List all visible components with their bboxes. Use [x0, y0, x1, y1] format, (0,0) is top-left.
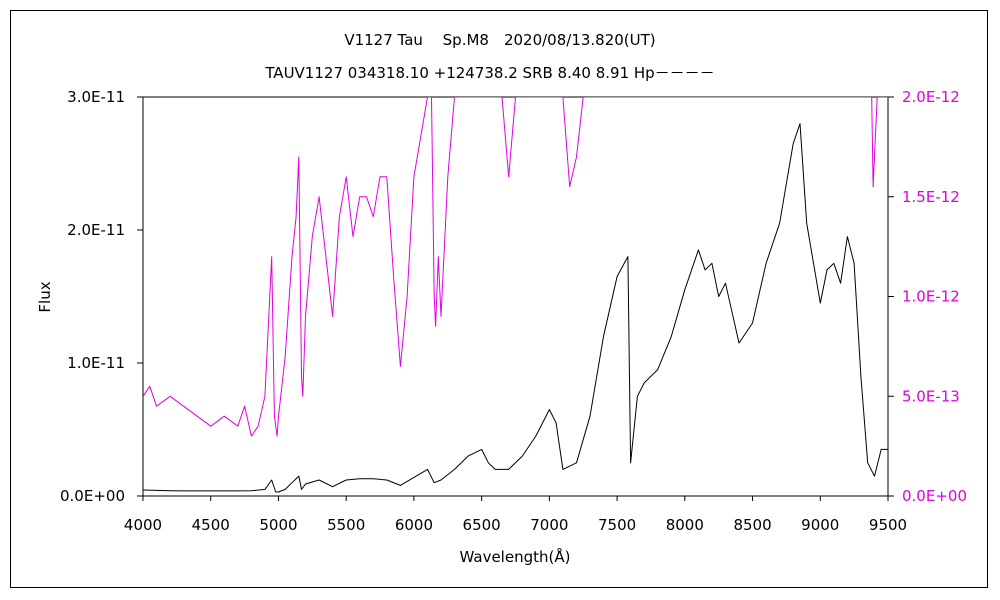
x-tick-label: 8500 [733, 516, 771, 534]
chart-frame [10, 10, 988, 588]
y-right-tick-label: 1.5E-12 [902, 188, 960, 206]
y-right-tick-label: 5.0E-13 [902, 387, 960, 405]
x-tick-label: 7000 [530, 516, 568, 534]
y-right-tick-label: 1.0E-12 [902, 288, 960, 306]
x-tick-label: 5500 [327, 516, 365, 534]
y-axis-label: Flux [36, 281, 54, 312]
y-left-tick-label: 2.0E-11 [67, 221, 125, 239]
chart-title: V1127 Tau Sp.M8 2020/08/13.820(UT) [344, 31, 655, 49]
x-axis-label: Wavelength(Å) [460, 547, 571, 566]
x-tick-label: 4000 [124, 516, 162, 534]
x-tick-label: 5000 [259, 516, 297, 534]
y-left-tick-label: 3.0E-11 [67, 88, 125, 106]
y-left-tick-label: 0.0E+00 [60, 487, 125, 505]
x-tick-label: 6000 [395, 516, 433, 534]
plot-area [142, 96, 889, 497]
y-right-tick-label: 0.0E+00 [902, 487, 967, 505]
x-tick-label: 8000 [666, 516, 704, 534]
y-left-tick-label: 1.0E-11 [67, 354, 125, 372]
x-tick-label: 9500 [869, 516, 907, 534]
x-tick-label: 9000 [801, 516, 839, 534]
x-tick-label: 4500 [192, 516, 230, 534]
series-line-black [143, 123, 888, 493]
x-tick-label: 7500 [598, 516, 636, 534]
series-line-magenta [143, 97, 888, 437]
chart-subtitle: TAUV1127 034318.10 +124738.2 SRB 8.40 8.… [264, 64, 714, 82]
y-right-tick-label: 2.0E-12 [902, 88, 960, 106]
x-tick-label: 6500 [463, 516, 501, 534]
